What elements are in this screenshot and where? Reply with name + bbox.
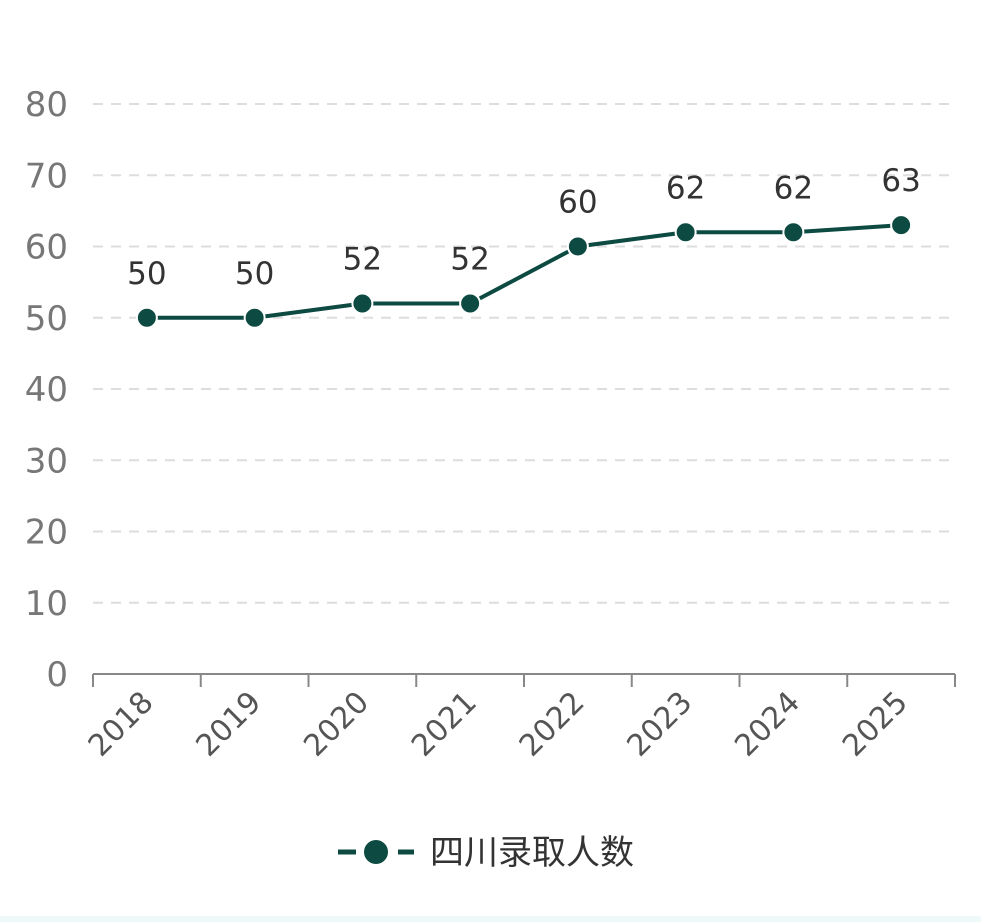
data-point[interactable] <box>459 292 482 315</box>
data-label: 50 <box>235 256 274 292</box>
data-point[interactable] <box>674 221 697 244</box>
data-label: 52 <box>343 242 382 278</box>
y-tick-label: 70 <box>25 156 68 196</box>
y-tick-label: 30 <box>25 441 68 481</box>
data-point[interactable] <box>351 292 374 315</box>
x-tick-label: 2021 <box>405 685 484 764</box>
data-label: 63 <box>881 163 920 199</box>
x-axis: 2018 2019 2020 2021 2022 2023 2024 2025 <box>82 673 956 764</box>
x-tick-label: 2025 <box>836 685 915 764</box>
x-tick-label: 2022 <box>513 685 592 764</box>
x-tick-label: 2020 <box>297 685 376 764</box>
x-tick-label: 2019 <box>190 685 269 764</box>
data-label: 62 <box>666 170 705 206</box>
series-polyline <box>146 223 902 320</box>
x-tick-label: 2023 <box>621 685 700 764</box>
data-label: 50 <box>127 256 166 292</box>
y-tick-label: 80 <box>25 85 68 125</box>
grid-lines <box>93 103 955 604</box>
data-labels: 50 50 52 52 60 62 62 63 <box>127 163 921 292</box>
y-tick-label: 40 <box>25 370 68 410</box>
data-label: 52 <box>450 242 489 278</box>
data-point[interactable] <box>243 306 266 329</box>
data-label: 62 <box>774 170 813 206</box>
y-axis-ticks: 0 10 20 30 40 50 60 70 80 <box>25 85 68 695</box>
y-tick-label: 20 <box>25 513 68 553</box>
y-tick-label: 50 <box>25 299 68 339</box>
legend-marker <box>364 840 388 864</box>
y-tick-label: 60 <box>25 228 68 268</box>
y-tick-label: 0 <box>46 655 68 695</box>
x-tick-label: 2024 <box>728 685 807 764</box>
series-line <box>135 214 913 329</box>
x-tick-label: 2018 <box>82 685 161 764</box>
bottom-strip <box>0 916 981 922</box>
data-point[interactable] <box>890 214 913 237</box>
legend-label: 四川录取人数 <box>430 833 634 873</box>
y-tick-label: 10 <box>25 584 68 624</box>
data-point[interactable] <box>135 306 158 329</box>
data-point[interactable] <box>566 235 589 258</box>
data-point[interactable] <box>782 221 805 244</box>
data-label: 60 <box>558 185 597 221</box>
legend[interactable]: 四川录取人数 <box>338 833 634 873</box>
